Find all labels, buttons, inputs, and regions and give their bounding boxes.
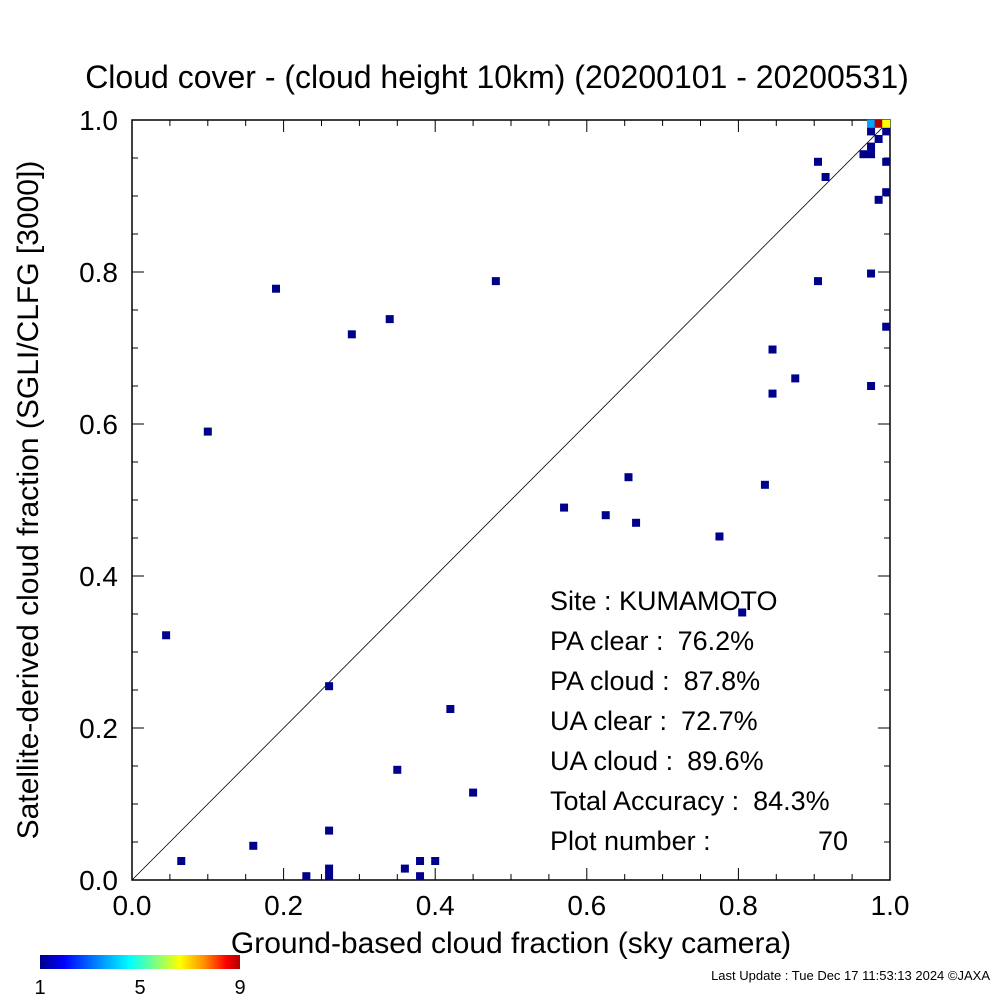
- stat-label: PA cloud :: [550, 666, 670, 696]
- data-point: [325, 864, 334, 873]
- data-point: [882, 188, 891, 197]
- data-point: [813, 277, 822, 286]
- y-tick-label: 1.0: [79, 105, 118, 136]
- data-point: [632, 518, 641, 527]
- data-point: [859, 150, 868, 159]
- x-tick-label: 0.4: [416, 890, 455, 921]
- data-point: [882, 322, 891, 331]
- chart-title: Cloud cover - (cloud height 10km) (20200…: [85, 59, 909, 95]
- stat-label: UA clear :: [550, 706, 667, 736]
- data-point: [203, 427, 212, 436]
- data-point: [791, 374, 800, 383]
- data-point: [867, 119, 876, 128]
- data-point: [768, 389, 777, 398]
- data-point: [249, 841, 258, 850]
- y-tick-label: 0.0: [79, 865, 118, 896]
- data-point: [867, 127, 876, 136]
- x-tick-label: 0.6: [567, 890, 606, 921]
- data-point: [393, 765, 402, 774]
- data-point: [738, 608, 747, 617]
- data-point: [715, 532, 724, 541]
- y-axis-label: Satellite-derived cloud fraction (SGLI/C…: [12, 161, 45, 840]
- x-tick-label: 0.8: [719, 890, 758, 921]
- data-point: [385, 315, 394, 324]
- data-point: [416, 857, 425, 865]
- data-point: [601, 511, 610, 520]
- y-tick-label: 0.8: [79, 257, 118, 288]
- colorbar: [40, 955, 240, 969]
- data-point: [768, 345, 777, 354]
- stat-value: 89.6%: [687, 746, 764, 776]
- stat-value: 84.3%: [753, 786, 830, 816]
- data-point: [177, 857, 186, 865]
- data-point: [491, 277, 500, 286]
- x-tick-label: 1.0: [871, 890, 910, 921]
- stat-label: Plot number :: [550, 826, 711, 856]
- stats-panel: Site : KUMAMOTO PA clear : 76.2% PA cloud :…: [550, 586, 848, 856]
- stat-value: 76.2%: [678, 626, 755, 656]
- data-point: [162, 631, 171, 640]
- data-point: [874, 195, 883, 204]
- data-point: [882, 157, 891, 166]
- x-axis-label: Ground-based cloud fraction (sky camera): [231, 927, 791, 960]
- data-point: [821, 173, 830, 181]
- x-tick-label: 0.0: [113, 890, 152, 921]
- data-point: [882, 119, 891, 128]
- data-point: [867, 142, 876, 151]
- colorbar-tick-label: 9: [234, 977, 245, 999]
- colorbar-tick-labels: 1 5 9: [34, 977, 245, 999]
- y-tick-labels: 0.0 0.2 0.4 0.6 0.8 1.0: [79, 105, 118, 896]
- data-point: [325, 826, 334, 835]
- data-point: [302, 872, 311, 881]
- stat-value: 70: [818, 826, 848, 856]
- x-tick-label: 0.2: [264, 890, 303, 921]
- stat-value: 72.7%: [681, 706, 758, 736]
- data-point: [446, 705, 455, 713]
- data-point: [400, 864, 409, 873]
- axis-ticks: [131, 119, 891, 881]
- data-point: [325, 872, 334, 881]
- data-point: [867, 269, 876, 278]
- data-point: [813, 157, 822, 166]
- data-point: [760, 480, 769, 489]
- last-update-footer: Last Update : Tue Dec 17 11:53:13 2024 ©…: [711, 968, 990, 983]
- data-point: [874, 119, 883, 128]
- stat-value: 87.8%: [684, 666, 761, 696]
- y-tick-label: 0.6: [79, 409, 118, 440]
- data-point: [624, 473, 633, 482]
- data-point: [347, 330, 356, 339]
- data-point: [882, 127, 891, 136]
- data-point: [325, 682, 334, 691]
- colorbar-tick-label: 5: [134, 977, 145, 999]
- stat-label: Site : KUMAMOTO: [550, 586, 778, 616]
- y-tick-label: 0.4: [79, 561, 118, 592]
- data-points: [162, 119, 891, 881]
- data-point: [867, 150, 876, 159]
- one-to-one-line: [131, 119, 891, 881]
- data-point: [416, 872, 425, 881]
- colorbar-tick-label: 1: [34, 977, 45, 999]
- data-point: [874, 135, 883, 143]
- data-point: [431, 857, 440, 865]
- x-tick-labels: 0.0 0.2 0.4 0.6 0.8 1.0: [113, 890, 910, 921]
- stat-label: Total Accuracy :: [550, 786, 739, 816]
- data-point: [560, 503, 569, 512]
- stat-label: UA cloud :: [550, 746, 673, 776]
- data-point: [469, 788, 478, 797]
- data-point: [867, 382, 876, 390]
- stat-label: PA clear :: [550, 626, 664, 656]
- y-tick-label: 0.2: [79, 713, 118, 744]
- data-point: [272, 284, 281, 293]
